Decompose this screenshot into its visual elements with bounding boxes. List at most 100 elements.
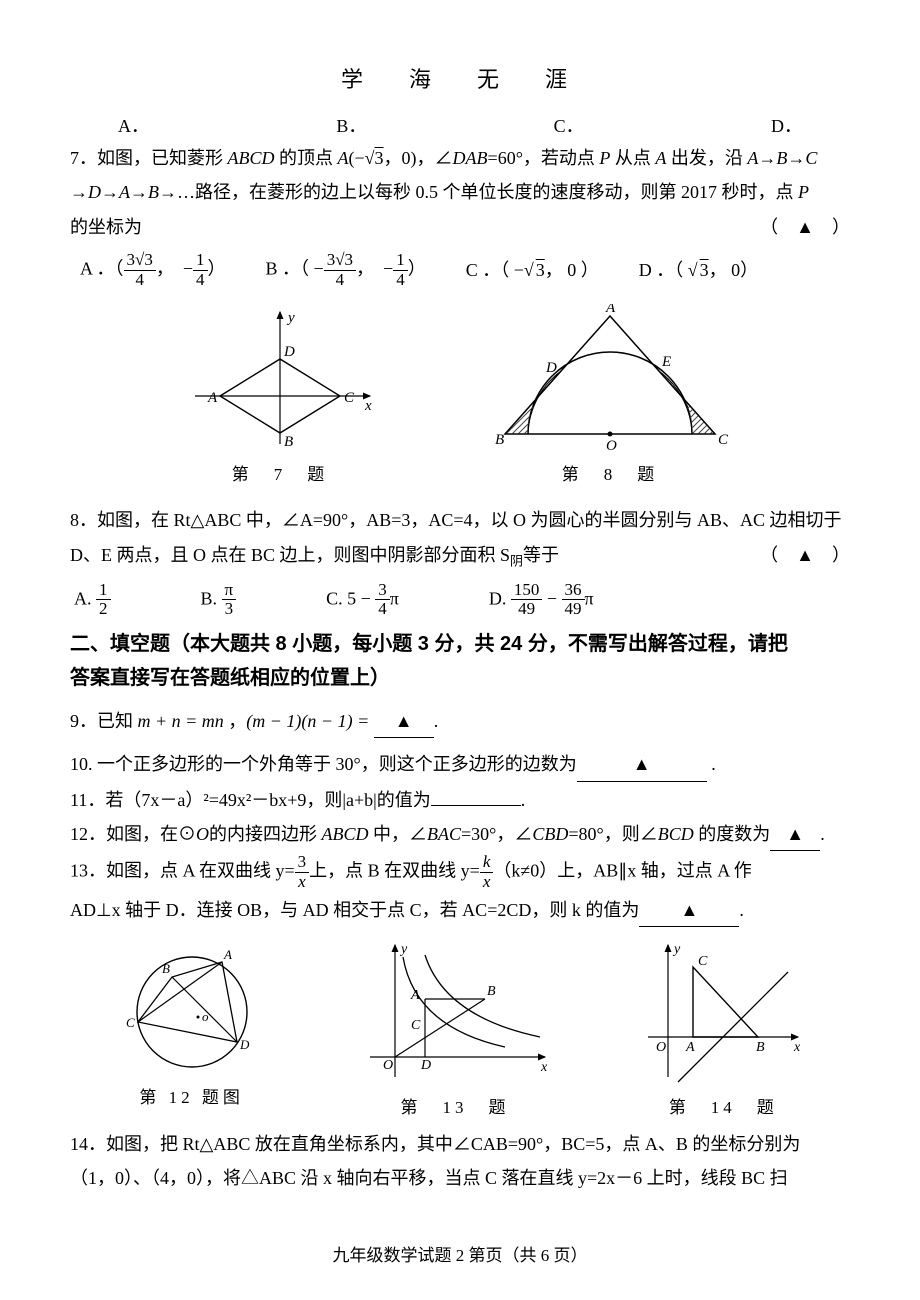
q12-bac: BAC: [427, 824, 461, 844]
q14-line2: （1，0）、（4，0），将△ABC 沿 x 轴向右平移，当点 C 落在直线 y=…: [70, 1162, 850, 1194]
q7-l3: 的坐标为: [70, 217, 142, 237]
svg-text:B: B: [756, 1040, 765, 1055]
figures-12-13-14: A B C D o 第 12 题图 y x O D A B C 第 13 题: [70, 937, 850, 1124]
q7-t3: (−: [349, 148, 365, 168]
fig13-caption: 第 13 题: [400, 1093, 509, 1124]
svg-text:B: B: [495, 432, 504, 448]
q7-path2: D→A→B→: [88, 182, 177, 202]
q7-a2: A: [655, 148, 666, 168]
q12: 12．如图，在⊙O的内接四边形 ABCD 中，∠BAC=30°，∠CBD=80°…: [70, 818, 850, 851]
q13-line1: 13．如图，点 A 在双曲线 y=3x上，点 B 在双曲线 y=kx（k≠0）上…: [70, 853, 850, 891]
q13-l1mid: 上，点 B 在双曲线 y=: [309, 861, 480, 881]
q7b-den: 4: [324, 271, 356, 290]
q8-line2: D、E 两点，且 O 点在 BC 边上，则图中阴影部分面积 S阴等于 （ ▲ ）: [70, 539, 850, 573]
q7a-den: 4: [124, 271, 156, 290]
q12-pre: 12．如图，在⊙: [70, 824, 196, 844]
svg-text:D: D: [545, 360, 557, 376]
fig12-svg: A B C D o: [112, 937, 272, 1077]
q8b-pre: B.: [201, 588, 222, 608]
q8-choices: A. 12 B. π3 C. 5 − 34π D. 15049 − 3649π: [70, 581, 850, 619]
q8-d: D. 15049 − 3649π: [489, 581, 594, 619]
svg-text:C: C: [718, 432, 729, 448]
q7c-suf: ， 0 ）: [545, 260, 599, 280]
svg-text:y: y: [672, 942, 681, 957]
svg-text:A: A: [605, 304, 616, 316]
q7b-suf: ）: [408, 258, 426, 278]
q7c-val: 3: [534, 260, 545, 280]
q7c-pre: C ．（ −√: [466, 260, 534, 280]
q14-line1: 14．如图，把 Rt△ABC 放在直角坐标系内，其中∠CAB=90°，BC=5，…: [70, 1128, 850, 1160]
fig7-svg: y x A C D B: [180, 304, 380, 454]
q7a-num2: 1: [193, 251, 208, 271]
svg-text:D: D: [239, 1037, 250, 1052]
q8c-den: 4: [375, 600, 390, 619]
q11-blank: [431, 805, 521, 806]
q8-marker: （ ▲ ）: [760, 539, 850, 571]
q7b-num: 3√3: [324, 251, 356, 271]
q11-suf: .: [521, 790, 526, 810]
q7-line3: 的坐标为 （ ▲ ）: [70, 211, 850, 243]
svg-text:O: O: [606, 438, 617, 454]
q9-suf: .: [434, 711, 439, 731]
q7-t5: =60°，若动点: [488, 148, 600, 168]
q12-cbd: CBD: [532, 824, 568, 844]
q8d-pre: D.: [489, 588, 511, 608]
q12-m4: =80°，则∠: [568, 824, 657, 844]
svg-text:x: x: [793, 1040, 801, 1055]
figure-7: y x A C D B 第 7 题: [180, 304, 380, 491]
q12-m2: 中，∠: [369, 824, 428, 844]
q12-abcd: ABCD: [322, 824, 369, 844]
q7-p: P: [599, 148, 610, 168]
q8-l2suf: 等于: [523, 545, 559, 565]
fig14-svg: y x O A B C: [638, 937, 808, 1087]
svg-text:D: D: [420, 1058, 431, 1073]
q12-o: O: [196, 824, 209, 844]
page-header: 学 海 无 涯: [70, 60, 850, 100]
q8d-pi: π: [585, 588, 594, 608]
figures-7-8: y x A C D B 第 7 题 A B C D E O: [70, 304, 850, 491]
q9-blank: ▲: [374, 705, 434, 738]
q13-l1pre: 13．如图，点 A 在双曲线 y=: [70, 861, 295, 881]
fig12-caption: 第 12 题图: [139, 1083, 244, 1114]
svg-text:C: C: [698, 954, 708, 969]
q8d-n2: 36: [562, 581, 585, 601]
q13-n1: 3: [295, 853, 310, 873]
q10: 10. 一个正多边形的一个外角等于 30°，则这个正多边形的边数为▲ .: [70, 748, 850, 781]
q8c-pre: C.: [326, 588, 347, 608]
q8-sub: 阴: [510, 553, 523, 568]
q6-b: B．: [336, 110, 366, 142]
q6-choices: A． B． C． D．: [70, 110, 850, 142]
q12-m5: 的度数为: [694, 824, 771, 844]
q7b-mid: ， −: [356, 258, 393, 278]
page-footer: 九年级数学试题 2 第页（共 6 页）: [0, 1241, 920, 1272]
q7d-pre: D ．（ √: [639, 260, 698, 280]
fig7-caption: 第 7 题: [232, 460, 329, 491]
q7b-num2: 1: [393, 251, 408, 271]
svg-text:E: E: [661, 354, 671, 370]
q7-t2: 的顶点: [275, 148, 338, 168]
q6-c: C．: [554, 110, 584, 142]
q7-abcd: ABCD: [228, 148, 275, 168]
q8b-num: π: [222, 581, 237, 601]
q13-line2: AD⊥x 轴于 D．连接 OB，与 AD 相交于点 C，若 AC=2CD，则 k…: [70, 894, 850, 927]
q7-line1: 7．如图，已知菱形 ABCD 的顶点 A(−3，0)，∠DAB=60°，若动点 …: [70, 142, 850, 174]
q13-nk: k: [480, 853, 494, 873]
q7-l2pre: →: [70, 182, 88, 202]
svg-text:A: A: [207, 390, 218, 406]
svg-text:O: O: [656, 1040, 666, 1055]
svg-text:y: y: [286, 310, 295, 326]
q7a-den2: 4: [193, 271, 208, 290]
figure-12: A B C D o 第 12 题图: [112, 937, 272, 1124]
q8c-num: 3: [375, 581, 390, 601]
q7a-num: 3√3: [124, 251, 156, 271]
q9-eq1: m + n = mn: [138, 711, 224, 731]
q7-path: A→B→C: [747, 148, 817, 168]
q9: 9．已知 m + n = mn ，(m − 1)(n − 1) = ▲.: [70, 705, 850, 738]
q12-m3: =30°，∠: [461, 824, 532, 844]
q10-text: 10. 一个正多边形的一个外角等于 30°，则这个正多边形的边数为: [70, 754, 577, 774]
fig8-svg: A B C D E O: [480, 304, 740, 454]
q8a-den: 2: [96, 600, 111, 619]
svg-text:y: y: [399, 942, 408, 957]
fig13-svg: y x O D A B C: [355, 937, 555, 1087]
q13-suf: .: [739, 900, 744, 920]
